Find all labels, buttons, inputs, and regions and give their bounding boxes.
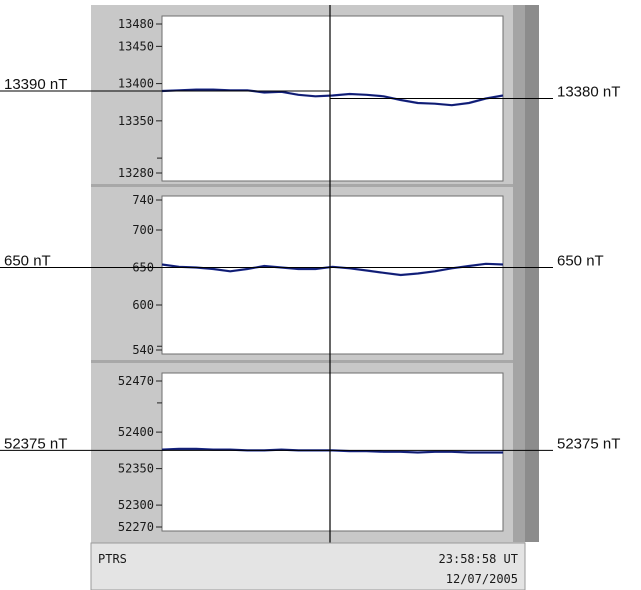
y-tick-label: 13450 (118, 39, 154, 53)
panel-separator-2 (91, 360, 513, 363)
y-tick-label: 600 (132, 298, 154, 312)
frame-right-edge (525, 5, 539, 542)
y-tick-label: 700 (132, 223, 154, 237)
y-tick-label: 52270 (118, 520, 154, 534)
station-code: PTRS (98, 552, 127, 566)
y-tick-label: 13400 (118, 77, 154, 91)
frame-right-shade (513, 5, 525, 542)
y-tick-label: 13350 (118, 114, 154, 128)
left-annotation: 13390 nT (4, 76, 67, 93)
axis-ticks: 1328013350134001345013480540600650700740… (118, 17, 162, 534)
series-line-core (161, 89, 504, 106)
plot-area-2 (161, 195, 504, 355)
reference-lines: 13390 nT 13380 nT 650 nT 650 nT 52375 nT 5237… (0, 76, 620, 452)
y-tick-label: 52350 (118, 462, 154, 476)
y-tick-label: 52300 (118, 498, 154, 512)
status-date: 12/07/2005 (446, 572, 518, 586)
series-line-core (161, 263, 504, 276)
right-annotation: 13380 nT (557, 84, 620, 101)
y-tick-label: 52470 (118, 374, 154, 388)
right-annotation: 52375 nT (557, 435, 620, 452)
panel-separator-1 (91, 184, 513, 187)
y-tick-label: 13480 (118, 17, 154, 31)
right-annotation: 650 nT (557, 253, 604, 270)
status-bar (90, 542, 526, 590)
y-tick-label: 13280 (118, 166, 154, 180)
y-tick-label: 540 (132, 343, 154, 357)
left-annotation: 52375 nT (4, 435, 67, 452)
status-time: 23:58:58 UT (439, 552, 518, 566)
left-annotation: 650 nT (4, 253, 51, 270)
y-tick-label: 52400 (118, 425, 154, 439)
y-tick-label: 740 (132, 193, 154, 207)
